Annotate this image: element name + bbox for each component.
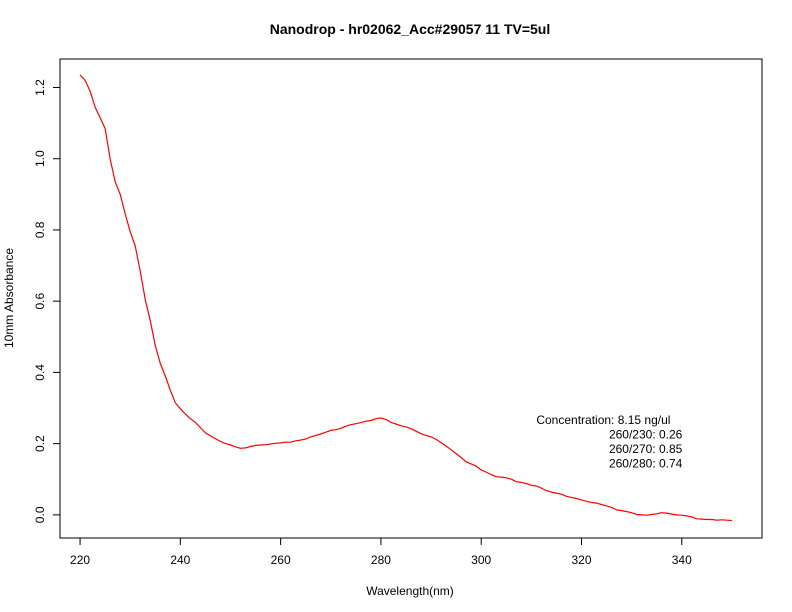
x-tick-label: 260 — [271, 553, 291, 567]
series-layer — [79, 74, 732, 522]
y-tick-label: 1.0 — [33, 150, 47, 167]
x-tick-label: 220 — [70, 553, 90, 567]
chart-title: Nanodrop - hr02062_Acc#29057 11 TV=5ul — [270, 21, 551, 37]
x-tick-label: 240 — [170, 553, 190, 567]
annotation-line: 260/280: 0.74 — [609, 457, 683, 471]
x-tick-label: 280 — [371, 553, 391, 567]
y-axis-label: 10mm Absorbance — [2, 248, 16, 348]
x-axis-label: Wavelength(nm) — [366, 584, 454, 598]
y-tick-label: 0.4 — [33, 364, 47, 381]
y-axis: 0.0 0.2 0.4 0.6 0.8 1.0 1.2 — [33, 79, 60, 523]
y-tick-label: 0.0 — [33, 506, 47, 523]
annotation-line: 260/270: 0.85 — [609, 442, 683, 456]
x-tick-label: 300 — [471, 553, 491, 567]
y-tick-label: 1.2 — [33, 79, 47, 96]
x-axis: 220 240 260 280 300 320 340 — [70, 538, 692, 567]
x-tick-label: 340 — [672, 553, 692, 567]
annotation-line: Concentration: 8.15 ng/ul — [536, 413, 670, 427]
annotation-line: 260/230: 0.26 — [609, 428, 683, 442]
y-tick-label: 0.8 — [33, 221, 47, 238]
x-tick-label: 320 — [571, 553, 591, 567]
absorbance-line — [79, 74, 732, 522]
y-tick-label: 0.2 — [33, 435, 47, 452]
plot-frame — [59, 58, 763, 539]
y-tick-label: 0.6 — [33, 293, 47, 310]
